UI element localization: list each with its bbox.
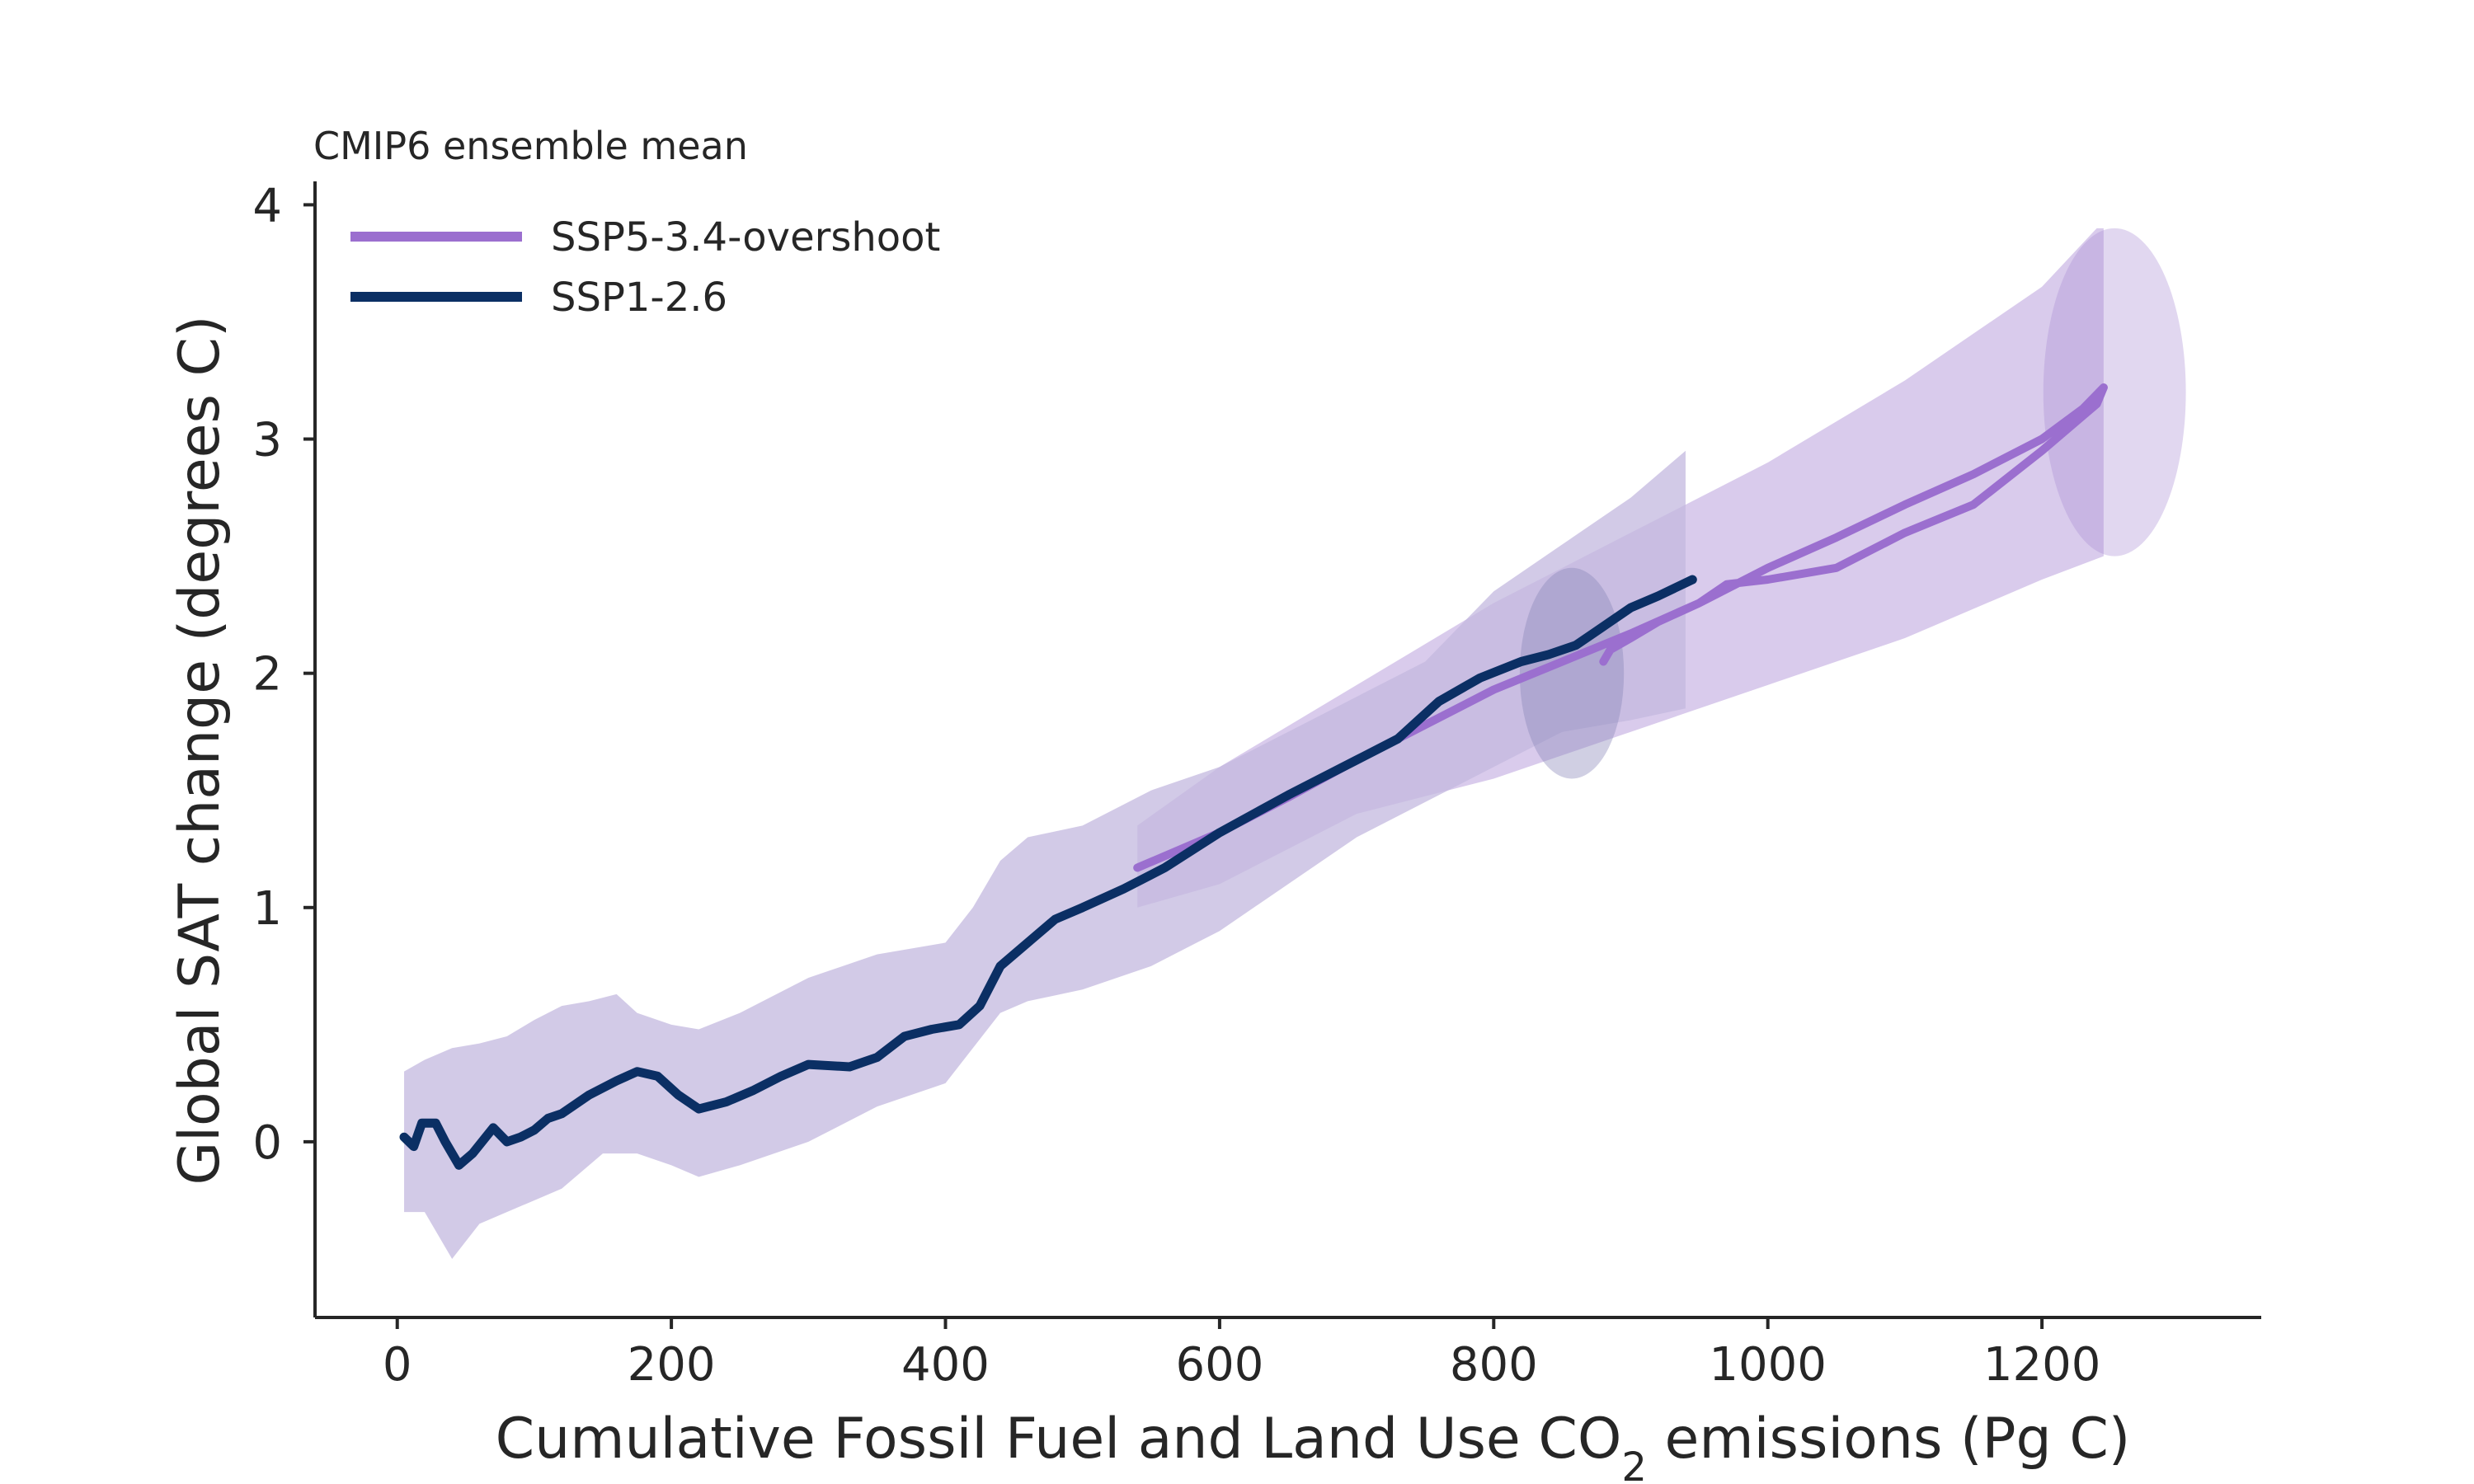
legend-label-ssp1: SSP1-2.6: [551, 275, 727, 321]
uncertainty-bands: [404, 228, 2186, 1259]
x-axis-label: Cumulative Fossil Fuel and Land Use CO2 …: [496, 1407, 2131, 1484]
y-ticks: 0 1 2 3 4: [252, 179, 315, 1170]
y-tick-label: 3: [252, 414, 282, 467]
y-tick-label: 0: [252, 1116, 282, 1170]
x-tick-label: 0: [383, 1338, 412, 1392]
x-tick-label: 400: [901, 1338, 990, 1392]
legend: SSP5-3.4-overshoot SSP1-2.6: [350, 214, 940, 321]
y-tick-label: 1: [252, 882, 282, 936]
uncertainty-ellipse-ssp1: [1519, 567, 1625, 779]
uncertainty-band-ssp1: [404, 450, 1686, 1259]
y-tick-label: 4: [252, 179, 282, 232]
x-tick-label: 600: [1175, 1338, 1263, 1392]
x-tick-label: 800: [1450, 1338, 1538, 1392]
series-line-ssp1: [399, 575, 1697, 1170]
series-line-ssp5: [1133, 383, 2108, 872]
series-lines: [399, 383, 2108, 1170]
x-tick-label: 1000: [1709, 1338, 1827, 1392]
chart-title: CMIP6 ensemble mean: [313, 124, 748, 168]
x-tick-label: 200: [628, 1338, 716, 1392]
x-tick-label: 1200: [1983, 1338, 2101, 1392]
uncertainty-ellipse-ssp5: [2043, 228, 2186, 556]
legend-label-ssp5: SSP5-3.4-overshoot: [551, 214, 940, 261]
y-axis-label: Global SAT change (degrees C): [167, 315, 233, 1185]
x-ticks: 0 200 400 600 800 1000 1200: [383, 1317, 2100, 1392]
y-tick-label: 2: [252, 648, 282, 702]
